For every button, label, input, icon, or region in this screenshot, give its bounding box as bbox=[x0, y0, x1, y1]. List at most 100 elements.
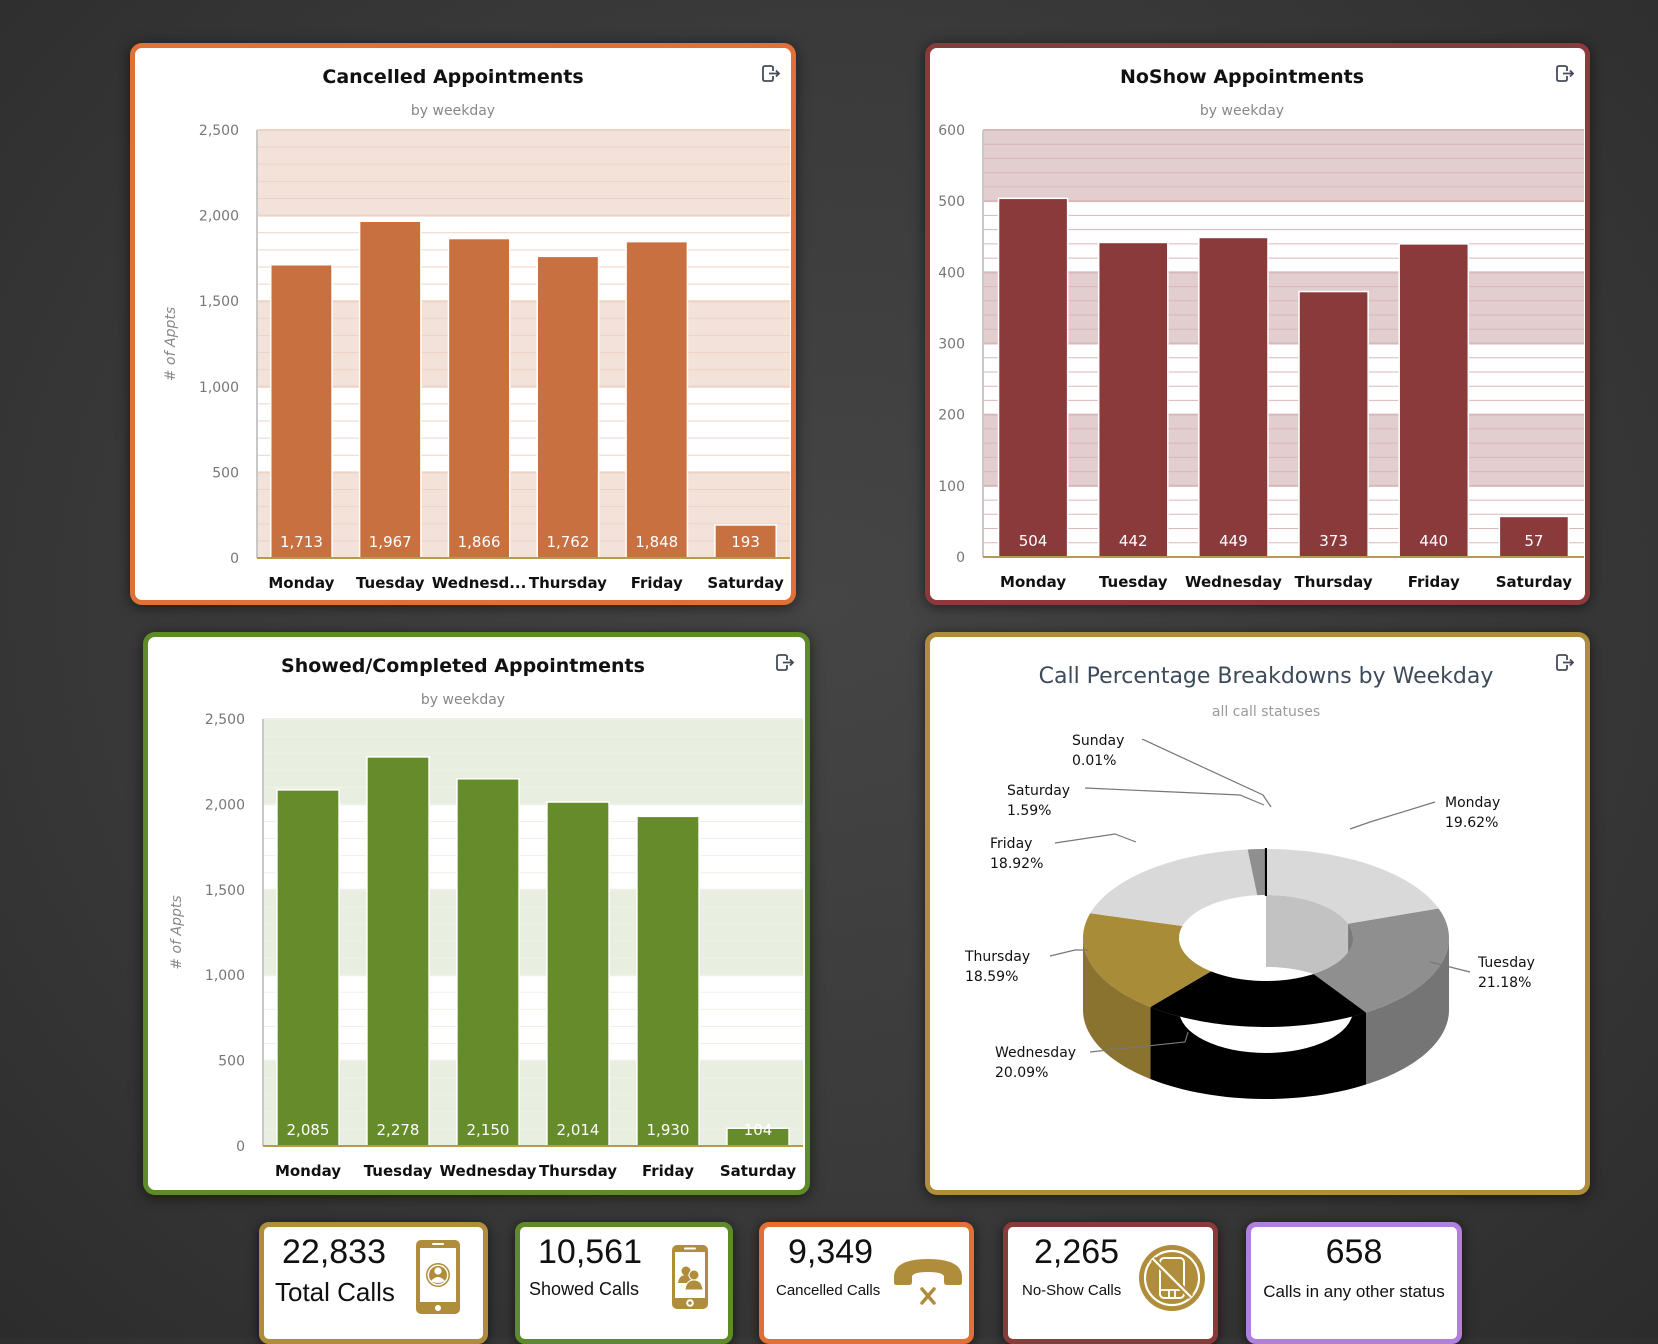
chart-title: Call Percentage Breakdowns by Weekday bbox=[1039, 664, 1494, 689]
export-icon bbox=[774, 651, 796, 673]
x-tick-label: Saturday bbox=[720, 1162, 797, 1180]
plot-band bbox=[257, 301, 790, 387]
y-tick-label: 2,000 bbox=[205, 797, 245, 813]
bar bbox=[626, 242, 687, 558]
y-tick-label: 400 bbox=[938, 265, 965, 281]
stat-value: 9,349 bbox=[788, 1233, 873, 1272]
chart-subtitle: all call statuses bbox=[1212, 704, 1320, 720]
y-tick-label: 0 bbox=[236, 1139, 245, 1155]
bar bbox=[1099, 242, 1168, 557]
leader-line bbox=[1085, 788, 1264, 805]
x-tick-label: Wednesday bbox=[440, 1162, 537, 1180]
y-tick-label: 1,500 bbox=[205, 883, 245, 899]
x-tick-label: Wednesday bbox=[1185, 573, 1282, 591]
slice-label-value: 19.62% bbox=[1445, 815, 1498, 831]
y-axis-title: # of Appts bbox=[169, 895, 185, 969]
slice-label-name: Sunday bbox=[1072, 733, 1124, 749]
chart-subtitle: by weekday bbox=[421, 692, 505, 708]
hangup-phone-icon bbox=[892, 1255, 964, 1309]
x-tick-label: Tuesday bbox=[356, 574, 425, 592]
slice-label-value: 18.92% bbox=[990, 856, 1043, 872]
stat-value: 22,833 bbox=[282, 1233, 386, 1272]
x-tick-label: Friday bbox=[1408, 573, 1460, 591]
export-button[interactable] bbox=[1554, 62, 1576, 84]
y-tick-label: 2,500 bbox=[199, 123, 239, 139]
slice-label-name: Thursday bbox=[964, 949, 1030, 965]
x-tick-label: Monday bbox=[1000, 573, 1066, 591]
bar bbox=[271, 265, 332, 558]
slice-label-value: 18.59% bbox=[965, 969, 1018, 985]
data-label: 442 bbox=[1119, 532, 1148, 550]
export-button[interactable] bbox=[760, 62, 782, 84]
stat-card-total-calls: 22,833 Total Calls bbox=[259, 1222, 488, 1344]
plot-band bbox=[983, 130, 1584, 201]
x-tick-label: Wednesd... bbox=[432, 574, 527, 592]
plot-band bbox=[263, 1061, 803, 1146]
bar bbox=[277, 790, 339, 1146]
bar bbox=[999, 198, 1068, 557]
data-label: 1,967 bbox=[369, 533, 412, 551]
y-tick-label: 500 bbox=[218, 1054, 245, 1070]
export-button[interactable] bbox=[774, 651, 796, 673]
slice-label-name: Wednesday bbox=[995, 1045, 1076, 1061]
stat-card-other-calls: 658 Calls in any other status bbox=[1246, 1222, 1462, 1344]
data-label: 2,150 bbox=[467, 1121, 510, 1139]
slice-label-value: 0.01% bbox=[1072, 753, 1116, 769]
bar bbox=[537, 256, 598, 558]
slice-label-value: 1.59% bbox=[1007, 803, 1051, 819]
data-label: 1,930 bbox=[647, 1121, 690, 1139]
stat-value: 2,265 bbox=[1034, 1233, 1119, 1272]
showed-chart: Showed/Completed Appointments by weekday 0… bbox=[148, 637, 805, 1190]
y-tick-label: 1,000 bbox=[205, 968, 245, 984]
stat-label: Calls in any other status bbox=[1251, 1282, 1457, 1302]
data-label: 193 bbox=[731, 533, 760, 551]
bar bbox=[637, 816, 699, 1146]
y-tick-label: 200 bbox=[938, 408, 965, 424]
x-tick-label: Thursday bbox=[1295, 573, 1373, 591]
slice-label-name: Saturday bbox=[1007, 783, 1070, 799]
y-tick-label: 0 bbox=[956, 550, 965, 566]
donut-slice-friday bbox=[1090, 849, 1257, 926]
y-tick-label: 600 bbox=[938, 123, 965, 139]
data-label: 504 bbox=[1019, 532, 1048, 550]
x-tick-label: Friday bbox=[631, 574, 683, 592]
y-tick-label: 1,500 bbox=[199, 294, 239, 310]
plot-band bbox=[983, 272, 1584, 343]
bar bbox=[1199, 237, 1268, 557]
bar bbox=[448, 239, 509, 558]
slice-label-name: Tuesday bbox=[1477, 955, 1535, 971]
bar bbox=[457, 779, 519, 1146]
x-tick-label: Monday bbox=[275, 1162, 341, 1180]
slice-label-value: 21.18% bbox=[1478, 975, 1531, 991]
stat-label: Showed Calls bbox=[529, 1279, 639, 1300]
showed-appointments-card: Showed/Completed Appointments by weekday 0… bbox=[143, 632, 810, 1195]
chart-subtitle: by weekday bbox=[411, 103, 495, 119]
y-tick-label: 2,500 bbox=[205, 712, 245, 728]
phone-user-icon bbox=[415, 1239, 461, 1315]
y-tick-label: 100 bbox=[938, 479, 965, 495]
stat-label: Cancelled Calls bbox=[776, 1282, 880, 1299]
data-label: 2,085 bbox=[287, 1121, 330, 1139]
data-label: 104 bbox=[744, 1121, 773, 1139]
stat-value: 10,561 bbox=[538, 1233, 642, 1272]
leader-line bbox=[1050, 950, 1088, 956]
data-label: 1,848 bbox=[635, 533, 678, 551]
data-label: 2,014 bbox=[557, 1121, 600, 1139]
y-tick-label: 0 bbox=[230, 551, 239, 567]
export-icon bbox=[760, 62, 782, 84]
data-label: 440 bbox=[1419, 532, 1448, 550]
export-button[interactable] bbox=[1554, 651, 1576, 673]
x-tick-label: Monday bbox=[268, 574, 334, 592]
data-label: 2,278 bbox=[377, 1121, 420, 1139]
stat-card-showed-calls: 10,561 Showed Calls bbox=[515, 1222, 733, 1344]
data-label: 449 bbox=[1219, 532, 1248, 550]
leader-line bbox=[1350, 802, 1435, 829]
chart-title: Showed/Completed Appointments bbox=[281, 655, 645, 677]
stat-card-cancelled-calls: 9,349 Cancelled Calls bbox=[759, 1222, 974, 1344]
leader-line bbox=[1142, 739, 1271, 807]
plot-band bbox=[257, 130, 790, 216]
export-icon bbox=[1554, 651, 1576, 673]
